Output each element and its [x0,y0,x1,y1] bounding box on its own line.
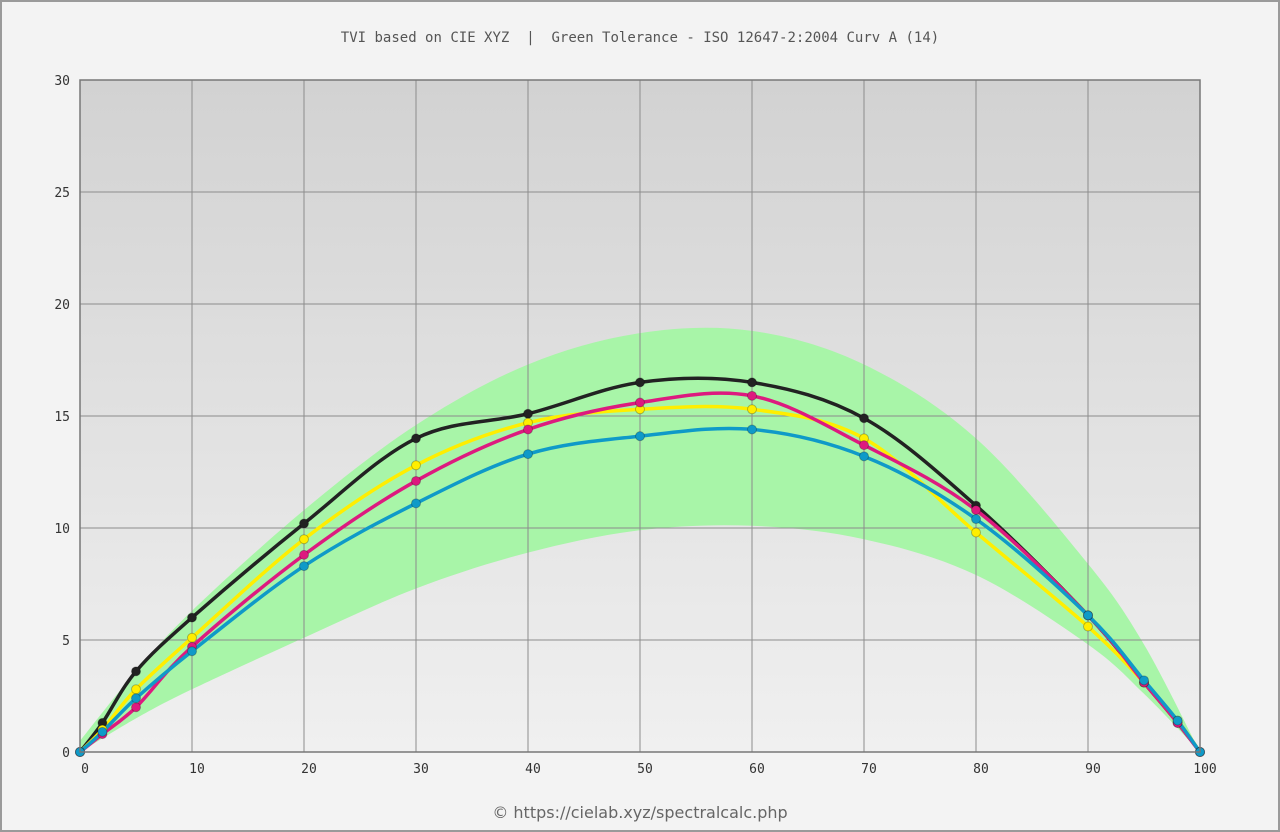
series-point-0 [635,377,645,388]
series-point-2 [747,390,757,401]
x-tick-label: 70 [861,762,877,777]
series-point-0 [523,408,533,419]
y-tick-label: 10 [54,522,70,537]
y-tick-label: 5 [62,634,70,649]
series-point-3 [1139,675,1149,686]
x-tick-label: 90 [1085,762,1101,777]
series-point-3 [859,451,869,462]
series-point-2 [859,440,869,451]
series-point-2 [635,397,645,408]
series-point-1 [1083,621,1093,632]
series-point-3 [1172,715,1183,726]
series-point-2 [411,475,421,486]
series-point-0 [411,433,421,444]
series-point-3 [635,431,645,442]
series-point-0 [131,666,141,677]
series-point-3 [299,561,309,572]
x-tick-label: 0 [81,762,89,777]
y-tick-label: 0 [62,746,70,761]
x-tick-label: 80 [973,762,989,777]
series-point-0 [187,612,197,623]
x-tick-label: 30 [413,762,429,777]
tolerance-band [80,327,1200,752]
series-point-1 [299,534,309,545]
series-point-1 [411,460,421,471]
series-point-0 [299,518,309,529]
plot-border [79,79,1201,753]
series-point-2 [971,505,981,516]
series-point-2 [523,424,533,435]
series-point-1 [131,684,141,695]
series-point-3 [131,693,141,704]
y-tick-label: 25 [54,186,70,201]
series-point-0 [747,377,757,388]
series-point-1 [971,527,981,538]
credit-link[interactable]: © https://cielab.xyz/spectralcalc.php [492,803,788,822]
x-tick-label: 10 [189,762,205,777]
x-tick-label: 100 [1193,762,1216,777]
series-point-3 [747,424,757,435]
series-point-3 [971,514,981,525]
series-point-2 [299,549,309,560]
series-point-3 [523,449,533,460]
y-tick-label: 30 [54,74,70,89]
series-point-1 [747,404,757,415]
x-tick-label: 60 [749,762,765,777]
chart-title: TVI based on CIE XYZ | Green Tolerance -… [340,30,940,46]
series-point-2 [131,702,141,713]
series-point-0 [859,413,869,424]
series-point-1 [187,632,197,643]
x-tick-label: 20 [301,762,317,777]
series-point-3 [187,646,197,657]
series-point-3 [1083,610,1093,621]
series-point-3 [97,726,108,737]
series-point-3 [411,498,421,509]
x-tick-label: 40 [525,762,541,777]
x-tick-label: 50 [637,762,653,777]
y-tick-label: 20 [54,298,70,313]
y-tick-label: 15 [54,410,70,425]
